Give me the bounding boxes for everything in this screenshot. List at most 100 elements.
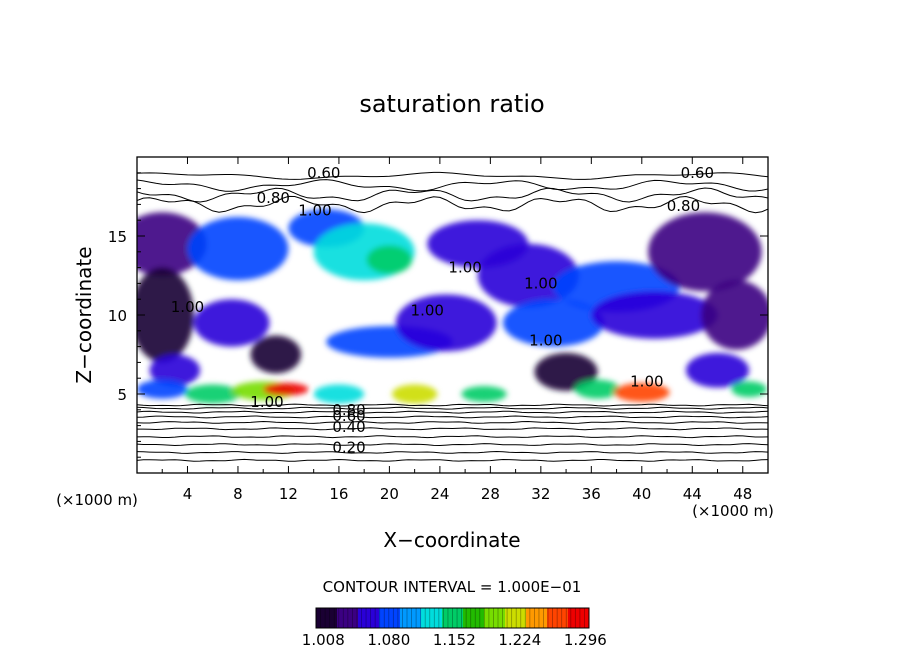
x-tick-label-44: 44 — [683, 485, 702, 503]
contour-label-4: 1.00 — [298, 202, 331, 220]
contour-lower-1 — [137, 450, 768, 454]
cloud-region-16 — [701, 280, 768, 350]
cloud-region-13 — [395, 294, 497, 352]
contour-lower-0 — [137, 458, 768, 462]
cloud-region-15 — [591, 291, 718, 339]
colorbar-swatch-11 — [547, 608, 569, 628]
colorbar-swatch-8 — [484, 608, 506, 628]
x-tick-label-28: 28 — [481, 485, 500, 503]
cloud-region-23 — [263, 382, 309, 396]
colorbar-swatch-12 — [568, 608, 590, 628]
contour-label-14: 0.40 — [332, 418, 365, 436]
colorbar-swatch-10 — [526, 608, 548, 628]
contour-lower-5 — [137, 420, 768, 424]
x-tick-label-24: 24 — [430, 485, 449, 503]
cloud-region-26 — [461, 386, 507, 402]
x-tick-label-4: 4 — [183, 485, 193, 503]
contour-label-1: 0.60 — [681, 164, 714, 182]
contour-lines — [137, 171, 768, 462]
cloud-region-10 — [193, 299, 270, 347]
cloud-region-20 — [137, 379, 188, 399]
cloud-region-17 — [534, 352, 598, 391]
cloud-region-24 — [313, 384, 365, 404]
x-tick-label-32: 32 — [531, 485, 550, 503]
x-axis-unit-left: (×1000 m) — [56, 491, 138, 509]
contour-label-7: 1.00 — [171, 298, 204, 316]
colorbar-tick-label-1: 1.080 — [367, 631, 410, 649]
y-tick-label-5: 5 — [117, 386, 127, 404]
colorbar-ticks: 1.008 1.080 1.152 1.224 1.296 — [302, 631, 607, 649]
x-tick-label-48: 48 — [733, 485, 752, 503]
colorbar-swatch-7 — [463, 608, 485, 628]
x-axis-unit-right: (×1000 m) — [692, 502, 774, 520]
cloud-region-9 — [137, 267, 194, 363]
colorbar-swatch-5 — [421, 608, 443, 628]
contour-label-9: 1.00 — [529, 331, 562, 349]
colorbar-swatch-1 — [337, 608, 359, 628]
x-tick-label-20: 20 — [380, 485, 399, 503]
x-tick-label-8: 8 — [233, 485, 243, 503]
x-tick-label-16: 16 — [329, 485, 348, 503]
contour-upper-1 — [137, 179, 768, 192]
contour-upper-3 — [137, 195, 768, 214]
contour-label-8: 1.00 — [411, 301, 444, 319]
cloud-region-11 — [250, 335, 302, 374]
contour-lower-2 — [137, 443, 768, 447]
colorbar-swatch-2 — [358, 608, 380, 628]
contour-lower-6 — [137, 415, 768, 419]
cloud-region-18 — [685, 352, 750, 388]
contour-labels: 0.60 0.600.80 0.801.001.001.001.00 1.001.00… — [171, 164, 714, 457]
cloud-region-27 — [574, 379, 621, 399]
contour-lower-9 — [137, 403, 768, 407]
contour-label-13: 0.60 — [332, 407, 365, 425]
contour-label-5: 1.00 — [448, 259, 481, 277]
contour-label-2: 0.80 — [257, 189, 290, 207]
y-tick-label-15: 15 — [108, 228, 127, 246]
colorbar-tick-label-3: 1.224 — [498, 631, 541, 649]
colorbar-swatch-0 — [316, 608, 338, 628]
contour-lower-4 — [137, 427, 768, 431]
cloud-region-0 — [137, 212, 207, 276]
cloud-region-19 — [149, 354, 201, 387]
colorbar-frame — [315, 607, 590, 629]
colorbar-tick-label-4: 1.296 — [564, 631, 607, 649]
plot-area — [137, 171, 768, 462]
cloud-region-6 — [477, 243, 579, 308]
x-tick-label-12: 12 — [279, 485, 298, 503]
cloud-region-8 — [648, 212, 762, 292]
contour-label-12: 0.80 — [332, 401, 365, 419]
colorbar-swatch-4 — [400, 608, 422, 628]
x-axis-ticks: 4 8 12 16 20 24 28 32 36 40 44 48 — [161, 157, 752, 503]
contour-label-11: 1.00 — [250, 393, 283, 411]
cloud-region-1 — [187, 217, 289, 281]
contour-upper-0 — [137, 171, 768, 180]
x-axis-label: X−coordinate — [383, 528, 520, 552]
colorbar-swatch-3 — [379, 608, 401, 628]
cloud-region-4 — [366, 245, 413, 274]
contour-lower-8 — [137, 406, 768, 410]
contour-label-15: 0.20 — [332, 439, 365, 457]
contour-lower-3 — [137, 435, 768, 439]
saturation-field — [137, 209, 768, 404]
cloud-region-29 — [731, 381, 767, 398]
y-tick-label-10: 10 — [108, 307, 127, 325]
y-axis-label: Z−coordinate — [72, 246, 96, 383]
contour-label-6: 1.00 — [524, 274, 557, 292]
y-axis-ticks: 5 10 15 — [108, 172, 768, 458]
cloud-region-21 — [184, 384, 241, 404]
colorbar-swatch-6 — [442, 608, 464, 628]
colorbar-tick-label-2: 1.152 — [433, 631, 476, 649]
colorbar-tick-label-0: 1.008 — [302, 631, 345, 649]
chart-title: saturation ratio — [359, 90, 544, 118]
cloud-region-25 — [391, 384, 438, 404]
contour-label-0: 0.60 — [307, 164, 340, 182]
x-tick-label-40: 40 — [632, 485, 651, 503]
contour-interval-text: CONTOUR INTERVAL = 1.000E−01 — [323, 578, 582, 596]
colorbar — [316, 608, 590, 628]
contour-upper-2 — [137, 187, 768, 203]
contour-label-3: 0.80 — [667, 197, 700, 215]
cloud-region-14 — [502, 299, 604, 347]
contour-label-10: 1.00 — [630, 372, 663, 390]
colorbar-swatch-9 — [505, 608, 527, 628]
